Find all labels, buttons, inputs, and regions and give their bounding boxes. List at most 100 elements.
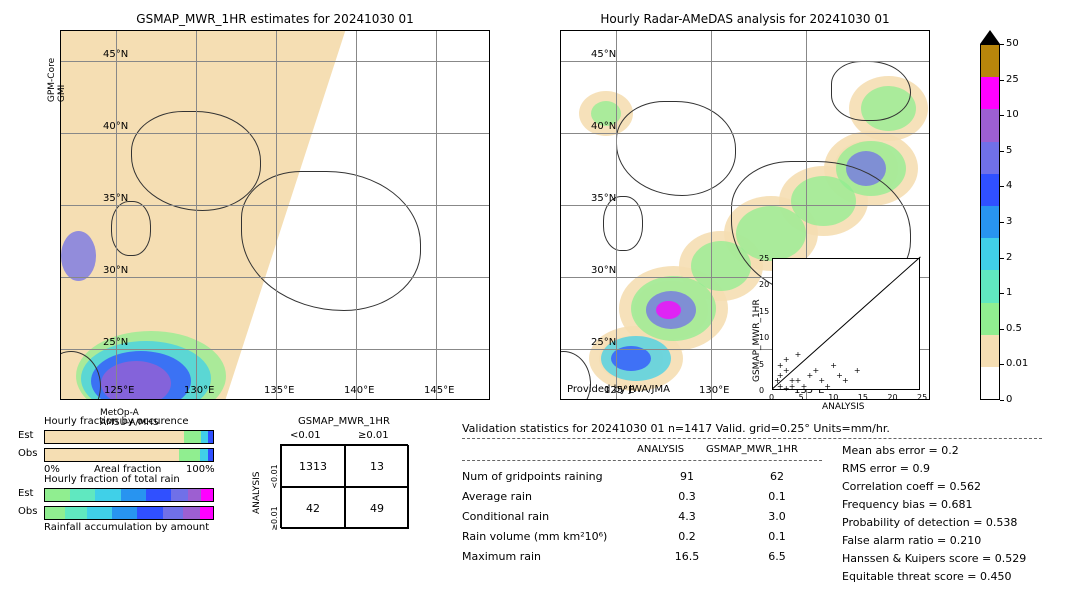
scatter-xlabel: ANALYSIS (822, 402, 864, 412)
stats-title: Validation statistics for 20241030 01 n=… (462, 422, 890, 435)
lat-label: 30°N (591, 265, 616, 276)
colorbar-tick: 25 (1006, 74, 1019, 85)
stats-val-g: 3.0 (722, 510, 832, 523)
bar-seg (208, 431, 213, 443)
colorbar-tick: 0 (1006, 394, 1012, 405)
lat-label: 35°N (591, 193, 616, 204)
bar-row-label: Est (18, 488, 33, 499)
bar-seg (179, 449, 199, 461)
fraction-bar (44, 430, 214, 444)
grid-lat (61, 205, 489, 206)
stats-row: Maximum rain16.56.5 (462, 546, 832, 566)
scatter-inset: 00551010151520202525++++++++++++++++++++ (772, 258, 920, 390)
stats-table: Num of gridpoints raining9162Average rai… (462, 466, 832, 566)
stats-right-line: False alarm ratio = 0.210 (842, 534, 1026, 552)
colorbar-tick: 2 (1006, 252, 1012, 263)
colorbar-arrow (980, 30, 1000, 44)
colorbar-tickline (1000, 115, 1004, 116)
coastline (831, 61, 911, 121)
bar-seg (184, 431, 201, 443)
stats-row: Conditional rain4.33.0 (462, 506, 832, 526)
colorbar-tickline (1000, 186, 1004, 187)
bar-seg (95, 489, 120, 501)
bar-seg (45, 507, 65, 519)
bar-seg (65, 507, 87, 519)
grid-lon (616, 31, 617, 399)
colorbar-seg (981, 77, 999, 109)
colorbar-tick: 3 (1006, 216, 1012, 227)
lat-label: 40°N (591, 121, 616, 132)
colorbar-tickline (1000, 400, 1004, 401)
scatter-diagonal (772, 256, 921, 389)
stats-val-g: 62 (722, 470, 832, 483)
fraction-bar (44, 448, 214, 462)
lon-label: 140°E (344, 385, 374, 396)
stats-row: Average rain0.30.1 (462, 486, 832, 506)
scatter-xtick: 5 (799, 393, 804, 402)
conf-row1: <0.01 (270, 464, 279, 489)
stats-label: Maximum rain (462, 550, 652, 563)
colorbar-tickline (1000, 293, 1004, 294)
scatter-ytick: 25 (759, 254, 769, 263)
bar-seg (188, 489, 201, 501)
stats-label: Conditional rain (462, 510, 652, 523)
scatter-point: + (789, 376, 796, 385)
bar-seg (121, 489, 146, 501)
stats-row: Num of gridpoints raining9162 (462, 466, 832, 486)
scatter-point: + (783, 355, 790, 364)
scatter-xtick: 15 (858, 393, 868, 402)
colorbar-seg (981, 367, 999, 399)
scatter-ytick: 20 (759, 280, 769, 289)
precip-blob (61, 231, 96, 281)
grid-lat (61, 61, 489, 62)
stats-dash2 (462, 460, 822, 461)
colorbar-tickline (1000, 44, 1004, 45)
right-map-title: Hourly Radar-AMeDAS analysis for 2024103… (560, 12, 930, 26)
colorbar (980, 44, 1000, 400)
scatter-xtick: 20 (887, 393, 897, 402)
colorbar-tick: 4 (1006, 180, 1012, 191)
bar-seg (87, 507, 112, 519)
stats-label: Num of gridpoints raining (462, 470, 652, 483)
colorbar-tickline (1000, 258, 1004, 259)
grid-lon (196, 31, 197, 399)
scatter-xtick: 0 (769, 393, 774, 402)
stats-head-a: ANALYSIS (637, 444, 684, 455)
grid-lat (61, 349, 489, 350)
grid-lat (61, 277, 489, 278)
stats-val-g: 0.1 (722, 530, 832, 543)
bar-seg (200, 449, 208, 461)
colorbar-seg (981, 45, 999, 77)
scatter-point: + (842, 376, 849, 385)
bar-seg (137, 507, 162, 519)
colorbar-seg (981, 335, 999, 367)
rain-title: Hourly fraction of total rain (44, 474, 180, 485)
bar-row-label: Est (18, 430, 33, 441)
coastline (111, 201, 151, 256)
colorbar-tickline (1000, 222, 1004, 223)
colorbar-tickline (1000, 151, 1004, 152)
bar-seg (45, 449, 179, 461)
bar-seg (200, 507, 213, 519)
scatter-ylabel: GSMAP_MWR_1HR (752, 299, 762, 382)
coastline (616, 101, 736, 196)
satellite-label: GPM-Core GMI (47, 58, 67, 102)
conf-cell: 49 (345, 487, 409, 529)
lon-label: 130°E (699, 385, 729, 396)
precip-blob (656, 301, 681, 319)
scatter-xtick: 25 (917, 393, 927, 402)
scatter-point: + (830, 361, 837, 370)
bar-seg (163, 507, 183, 519)
lon-label: 130°E (184, 385, 214, 396)
colorbar-seg (981, 270, 999, 302)
colorbar-tick: 0.01 (1006, 358, 1028, 369)
conf-col1: <0.01 (290, 430, 321, 441)
bar-seg (112, 507, 137, 519)
stats-val-a: 0.3 (652, 490, 722, 503)
left-map-title: GSMAP_MWR_1HR estimates for 20241030 01 (60, 12, 490, 26)
scatter-ytick: 0 (759, 386, 764, 395)
acc-title: Rainfall accumulation by amount (44, 522, 209, 533)
colorbar-seg (981, 174, 999, 206)
fraction-bar (44, 506, 214, 520)
scatter-point: + (824, 382, 831, 391)
